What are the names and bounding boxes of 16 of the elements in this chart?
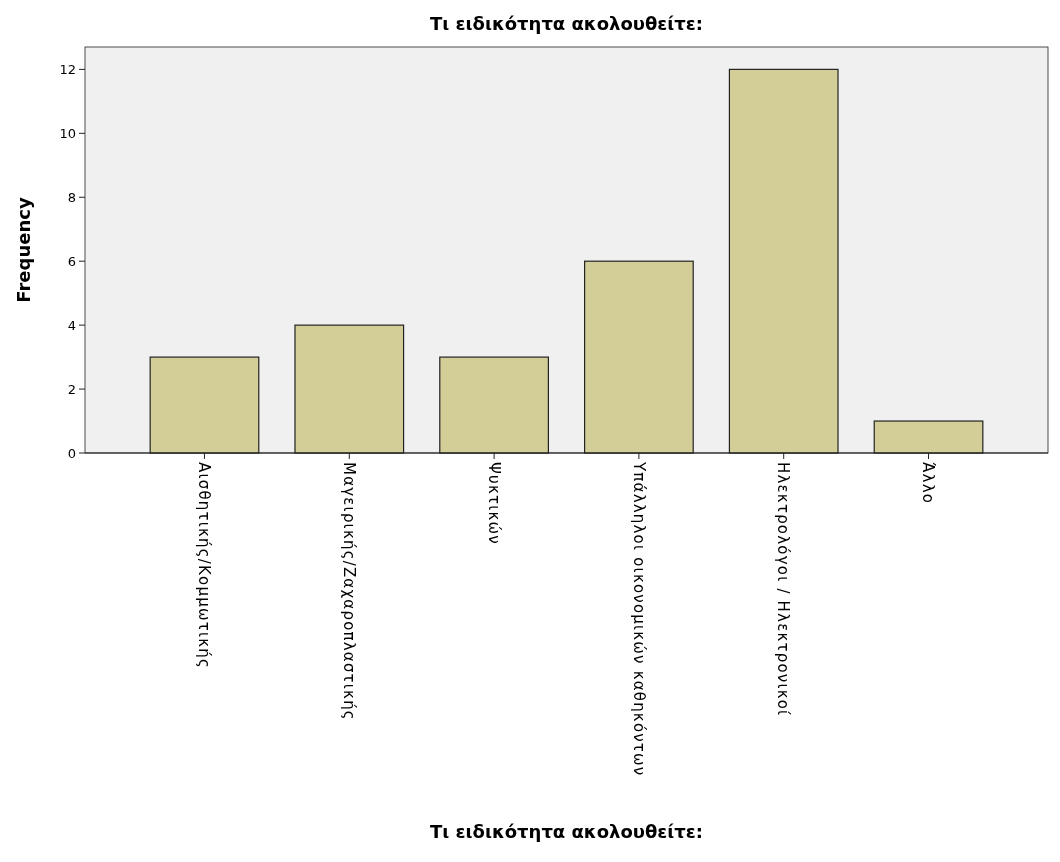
chart-title: Τι ειδικότητα ακολουθείτε: (429, 13, 704, 34)
x-axis-title: Τι ειδικότητα ακολουθείτε: (429, 821, 704, 842)
x-tick-label: Ηλεκτρολόγοι / Ηλεκτρονικοί (774, 462, 793, 717)
y-tick-label: 0 (67, 445, 76, 461)
y-tick-label: 6 (67, 253, 76, 269)
x-tick-label: Ψυκτικών (484, 462, 503, 545)
x-tick-label: Άλλο (919, 462, 938, 505)
y-tick-label: 2 (67, 381, 76, 397)
x-tick-label: Υπάλληλοι οικονομικών καθηκόντων (629, 461, 648, 777)
y-axis-title: Frequency (13, 197, 34, 303)
x-tick-label: Μαγειρικής/Ζαχαροπλαστικής (340, 462, 359, 721)
y-tick-label: 8 (67, 189, 76, 205)
x-tick-label: Αισθητικής/Κομμωτικής (195, 462, 214, 669)
y-tick-label: 10 (59, 125, 76, 141)
y-tick-label: 4 (67, 317, 76, 333)
y-tick-label: 12 (59, 61, 76, 77)
